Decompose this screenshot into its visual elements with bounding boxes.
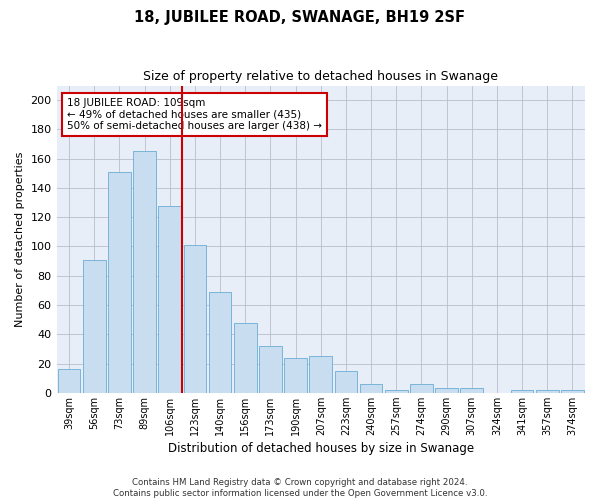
Bar xyxy=(536,390,559,393)
Bar xyxy=(58,370,80,393)
Bar xyxy=(284,358,307,393)
Bar xyxy=(108,172,131,393)
X-axis label: Distribution of detached houses by size in Swanage: Distribution of detached houses by size … xyxy=(168,442,474,455)
Bar xyxy=(184,245,206,393)
Bar xyxy=(435,388,458,393)
Bar xyxy=(234,322,257,393)
Bar xyxy=(335,371,357,393)
Bar xyxy=(460,388,483,393)
Bar xyxy=(360,384,382,393)
Bar xyxy=(511,390,533,393)
Bar xyxy=(133,152,156,393)
Bar xyxy=(209,292,232,393)
Text: 18 JUBILEE ROAD: 109sqm
← 49% of detached houses are smaller (435)
50% of semi-d: 18 JUBILEE ROAD: 109sqm ← 49% of detache… xyxy=(67,98,322,131)
Bar xyxy=(83,260,106,393)
Y-axis label: Number of detached properties: Number of detached properties xyxy=(15,152,25,327)
Bar xyxy=(385,390,407,393)
Title: Size of property relative to detached houses in Swanage: Size of property relative to detached ho… xyxy=(143,70,498,83)
Bar xyxy=(410,384,433,393)
Text: 18, JUBILEE ROAD, SWANAGE, BH19 2SF: 18, JUBILEE ROAD, SWANAGE, BH19 2SF xyxy=(134,10,466,25)
Bar xyxy=(259,346,282,393)
Text: Contains HM Land Registry data © Crown copyright and database right 2024.
Contai: Contains HM Land Registry data © Crown c… xyxy=(113,478,487,498)
Bar xyxy=(561,390,584,393)
Bar xyxy=(310,356,332,393)
Bar xyxy=(158,206,181,393)
